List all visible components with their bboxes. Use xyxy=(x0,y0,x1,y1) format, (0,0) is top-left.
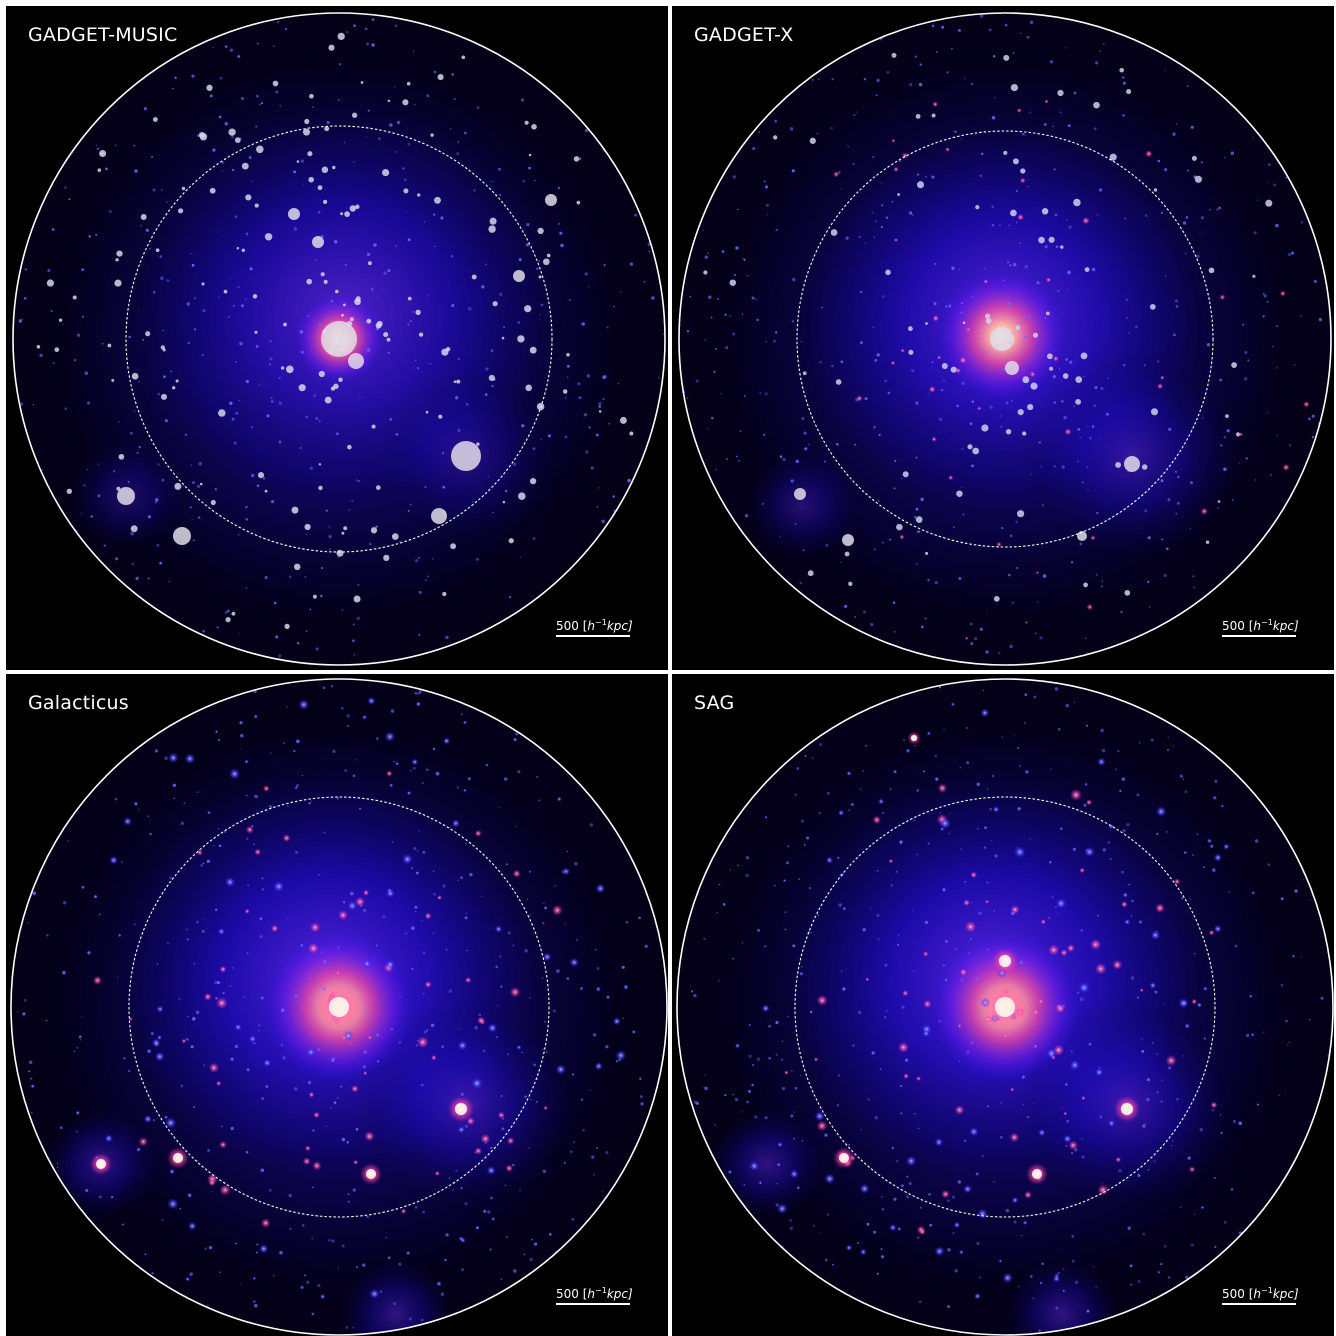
panel-title: SAG xyxy=(694,692,735,714)
halo-image-galacticus xyxy=(10,678,668,1336)
panel-title: GADGET-MUSIC xyxy=(28,24,178,46)
virial-radius-circle xyxy=(10,678,668,1336)
inner-radius-dashed-circle xyxy=(125,125,553,553)
scale-bar: 500 [h−1kpc] xyxy=(556,618,633,637)
virial-radius-circle xyxy=(676,678,1334,1336)
panel-title: GADGET-X xyxy=(694,24,794,46)
scale-bar: 500 [h−1kpc] xyxy=(1222,618,1299,637)
halo-content xyxy=(677,679,1333,1335)
panel-title: Galacticus xyxy=(28,692,129,714)
halo-image-gadget-music xyxy=(12,12,666,666)
halo-image-gadget-x xyxy=(678,12,1332,666)
halo-image-sag xyxy=(676,678,1334,1336)
panel-gadget-x: GADGET-X 500 [h−1kpc] xyxy=(672,6,1334,670)
virial-radius-circle xyxy=(12,12,666,666)
halo-content xyxy=(13,13,665,665)
halo-content xyxy=(679,13,1331,665)
panel-sag: SAG 500 [h−1kpc] xyxy=(672,674,1334,1336)
halo-content xyxy=(11,679,667,1335)
inner-radius-dashed-circle xyxy=(794,796,1216,1218)
virial-radius-circle xyxy=(678,12,1332,666)
scale-bar: 500 [h−1kpc] xyxy=(1222,1286,1299,1305)
scale-bar: 500 [h−1kpc] xyxy=(556,1286,633,1305)
panel-galacticus: Galacticus 500 [h−1kpc] xyxy=(6,674,668,1336)
inner-radius-dashed-circle xyxy=(128,796,550,1218)
panel-gadget-music: GADGET-MUSIC 500 [h−1kpc] xyxy=(6,6,668,670)
inner-radius-dashed-circle xyxy=(796,130,1214,548)
